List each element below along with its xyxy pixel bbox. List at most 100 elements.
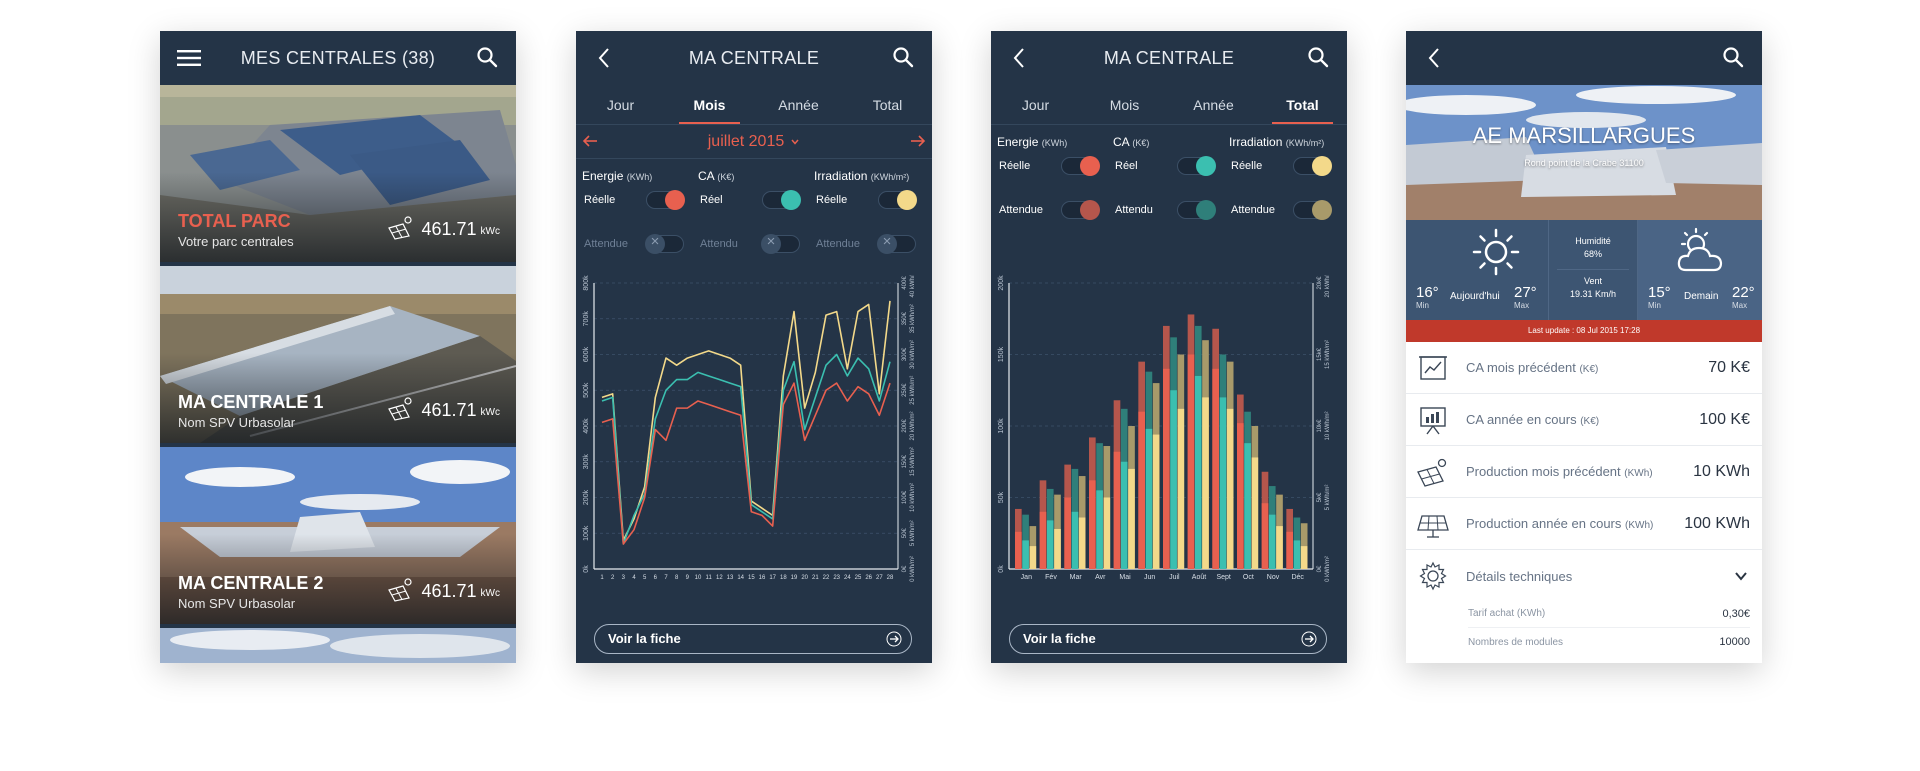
x-tick-label: Sept: [1216, 574, 1230, 581]
x-tick-label: 28: [887, 575, 894, 581]
y-tick-label: 600k: [583, 346, 590, 362]
back-icon[interactable]: [592, 45, 618, 71]
legend-header: Irradiation (KWh/m²): [1229, 135, 1341, 153]
toggle-irr-real[interactable]: [878, 190, 917, 210]
view-sheet-button[interactable]: Voir la fiche: [594, 624, 912, 654]
y3-tick-label: 15 kWh/m²: [1325, 340, 1331, 369]
tab-mois[interactable]: Mois: [665, 85, 754, 124]
bar-real: [1015, 531, 1022, 569]
toggle-ca-expected[interactable]: [761, 233, 800, 254]
bar-real: [1244, 443, 1251, 569]
toggle-ca-real[interactable]: [1177, 156, 1216, 176]
toggle-irr-expected[interactable]: [877, 233, 916, 254]
x-tick-label: 19: [791, 575, 798, 581]
y-tick-label: 200k: [583, 489, 590, 505]
card-power: 461.71 kWc: [387, 395, 500, 421]
tech-row: Tarif achat (KWh) 0,30€: [1468, 600, 1750, 628]
x-tick-label: 23: [833, 575, 840, 581]
legend-row-real: Réelle: [997, 153, 1109, 179]
x-tick-label: Août: [1192, 574, 1206, 581]
tomorrow-panel: 15° Min Demain 22° Max: [1638, 220, 1762, 320]
arrow-left-icon[interactable]: [582, 133, 598, 149]
plant-card-1[interactable]: MA CENTRALE 1 Nom SPV Urbasolar 461.71 k…: [160, 266, 516, 443]
bar-real: [1022, 540, 1029, 569]
info-label-text: Production mois précédent: [1466, 464, 1621, 479]
tab-annee[interactable]: Année: [778, 97, 819, 113]
tab-annee[interactable]: Année: [1193, 97, 1234, 113]
legend-row-label: Attendu: [700, 238, 738, 250]
info-label-unit: (KWh): [1625, 520, 1654, 531]
plant-card-total[interactable]: TOTAL PARC Votre parc centrales 461.71 k…: [160, 85, 516, 262]
back-icon[interactable]: [1422, 45, 1448, 71]
y-tick-label: 200k: [998, 275, 1005, 291]
list-title: MES CENTRALES (38): [240, 47, 436, 68]
toggle-ca-real[interactable]: [762, 190, 801, 210]
wind-label: Vent: [1583, 276, 1603, 286]
solar-panel-icon: [388, 216, 413, 240]
bar-real: [1268, 514, 1276, 569]
line-chart-svg: 0k 0€ 0 kWh/m² 100k 50€ 5 kWh/m² 200k 100€ 10 kW…: [583, 268, 916, 581]
bar-real: [1261, 503, 1269, 569]
x-tick-label: 14: [737, 575, 744, 581]
x-tick-label: 16: [759, 575, 766, 581]
screen-title: MA CENTRALE: [688, 47, 820, 68]
today-max: 27° Max: [1514, 284, 1537, 384]
wind-value: 19.31 Km/h: [1569, 289, 1617, 299]
search-icon[interactable]: [476, 46, 498, 68]
tab-jour[interactable]: Jour: [1021, 97, 1050, 113]
tech-details-toggle[interactable]: Détails techniques: [1406, 550, 1762, 602]
legend-row-expected: Attendue: [582, 231, 694, 257]
bar-real: [1128, 468, 1135, 569]
tab-mois[interactable]: Mois: [1109, 97, 1140, 113]
card-power-unit: kWc: [480, 407, 500, 418]
site-name: AE MARSILLARGUES: [1472, 123, 1696, 148]
search-icon[interactable]: [1722, 46, 1744, 68]
today-max-label: Max: [1514, 301, 1530, 310]
y3-tick-label: 20 kWh/m²: [1325, 275, 1331, 298]
back-icon[interactable]: [1007, 45, 1033, 71]
tab-total[interactable]: Total: [872, 97, 903, 113]
sun-icon: [1472, 228, 1520, 276]
info-label: Production mois précédent (KWh): [1466, 464, 1693, 479]
legend-energy: Energie (KWh) Réelle Attendue: [582, 169, 694, 257]
plant-card-2[interactable]: MA CENTRALE 2 Nom SPV Urbasolar 461.71 k…: [160, 447, 516, 624]
toggle-irr-expected[interactable]: [1293, 200, 1332, 220]
tab-jour[interactable]: Jour: [606, 97, 635, 113]
tomorrow-max: 22° Max: [1732, 284, 1755, 310]
y-tick-label: 500k: [583, 382, 590, 398]
card-power-value: 461.71: [421, 581, 477, 601]
x-tick-label: 7: [664, 575, 668, 581]
legend-label: Irradiation: [814, 169, 868, 183]
legend-unit: (K€): [1132, 138, 1150, 148]
solar-panel-icon: [388, 578, 413, 602]
search-icon[interactable]: [892, 46, 914, 68]
weather-panel: 16° Min Aujourd'hui 27° Max Humidité 68% V…: [1406, 220, 1762, 320]
bar-real: [1170, 390, 1177, 569]
x-tick-label: 5: [643, 575, 647, 581]
search-icon[interactable]: [1307, 46, 1329, 68]
y3-tick-label: 5 kWh/m²: [910, 520, 916, 546]
x-tick-label: Jun: [1144, 574, 1155, 581]
toggle-energy-expected[interactable]: [1061, 200, 1100, 220]
toggle-ca-expected[interactable]: [1177, 200, 1216, 220]
legend-row-label: Réel: [1115, 160, 1138, 172]
bar-real: [1103, 497, 1111, 569]
view-sheet-button[interactable]: Voir la fiche: [1009, 624, 1327, 654]
menu-icon[interactable]: [176, 45, 202, 71]
tab-total[interactable]: Total: [1258, 85, 1347, 124]
arrow-right-icon[interactable]: [910, 133, 926, 149]
toggle-irr-real[interactable]: [1293, 156, 1332, 176]
bar-chart-svg: 0k 0€ 0 kWh/m² 50k 5k€ 5 kWh/m² 100k 10k€ 10 kWh…: [998, 268, 1331, 581]
legend-label: Energie: [997, 135, 1039, 149]
chevron-down-icon[interactable]: [790, 137, 800, 147]
plant-card-3[interactable]: [160, 628, 516, 663]
toggle-energy-real[interactable]: [1061, 156, 1100, 176]
toggle-energy-expected[interactable]: [645, 233, 684, 254]
y3-tick-label: 5 kWh/m²: [1325, 485, 1331, 511]
view-sheet-label: Voir la fiche: [1023, 631, 1096, 646]
toggle-energy-real[interactable]: [646, 190, 685, 210]
legend-row-label: Attendue: [584, 238, 629, 250]
date-label[interactable]: juillet 2015: [707, 132, 785, 150]
legend-unit: (KWh): [1041, 138, 1068, 148]
total-bar-chart: 0k 0€ 0 kWh/m² 50k 5k€ 5 kWh/m² 100k 10k€ 10 kWh…: [991, 268, 1347, 607]
